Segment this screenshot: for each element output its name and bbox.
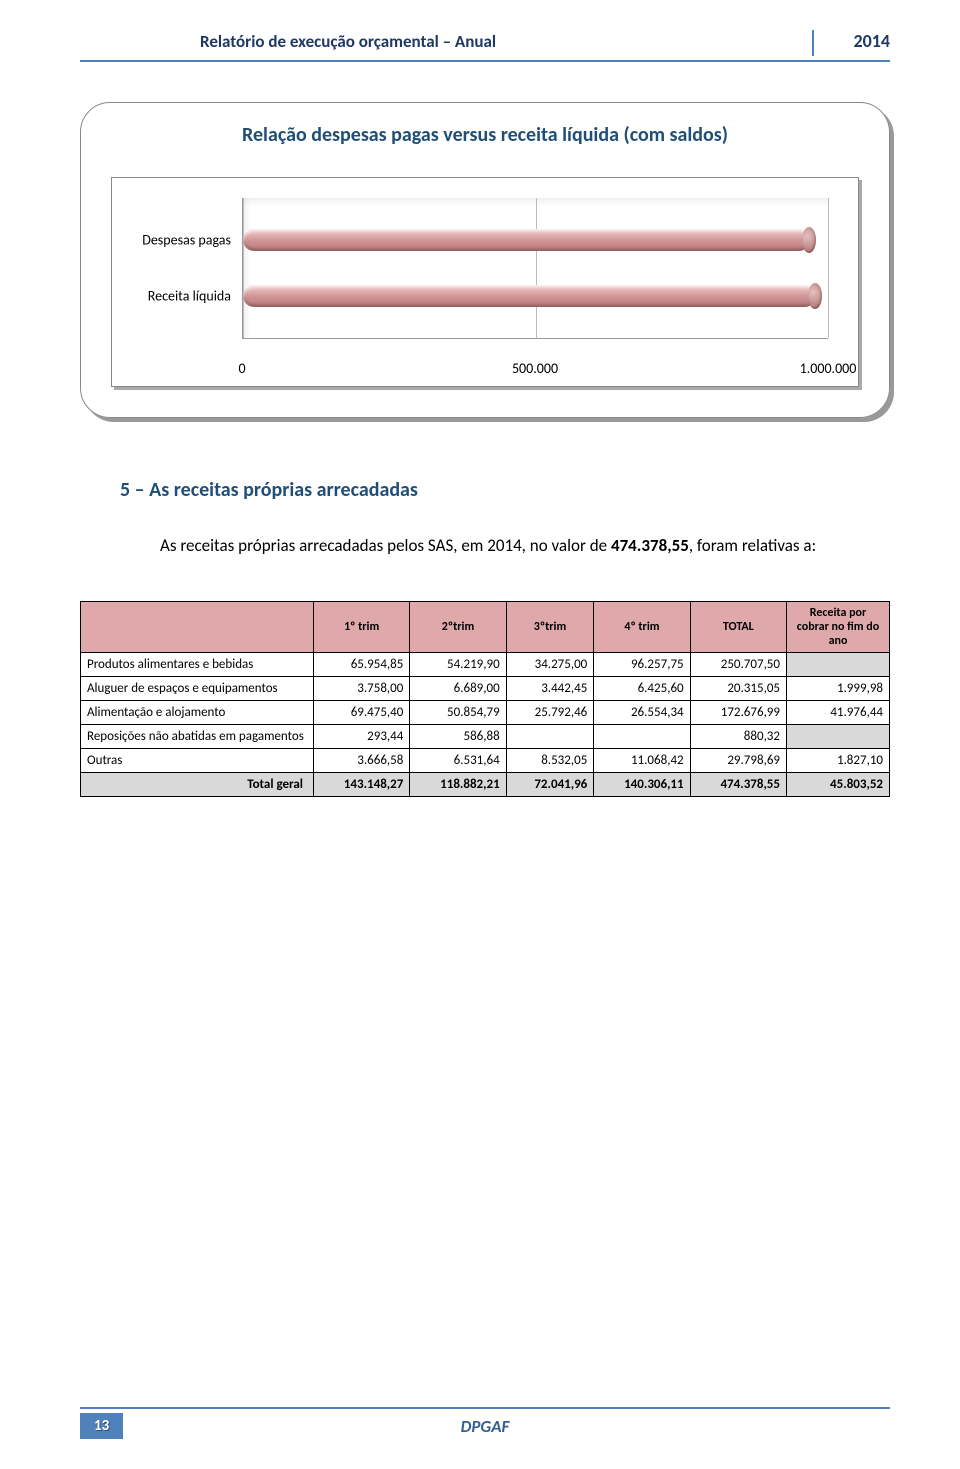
th-col: 1º trim xyxy=(314,601,410,652)
table-row: Alimentação e alojamento 69.475,40 50.85… xyxy=(81,700,890,724)
x-tick-label: 0 xyxy=(238,360,245,377)
cell: 45.803,52 xyxy=(787,772,890,796)
bar-despesas-pagas xyxy=(243,229,810,251)
header-year: 2014 xyxy=(812,30,891,56)
page: Relatório de execução orçamental – Anual… xyxy=(0,0,960,1469)
footer-text: DPGAF xyxy=(461,1416,510,1437)
cell: 3.666,58 xyxy=(314,748,410,772)
cell: 143.148,27 xyxy=(314,772,410,796)
bar-cap-icon xyxy=(802,227,816,253)
th-col: 2ºtrim xyxy=(410,601,506,652)
bar-cap-icon xyxy=(808,283,822,309)
table-row: Outras 3.666,58 6.531,64 8.532,05 11.068… xyxy=(81,748,890,772)
cell: 69.475,40 xyxy=(314,700,410,724)
cell: 118.882,21 xyxy=(410,772,506,796)
cell: 65.954,85 xyxy=(314,652,410,676)
cell: 72.041,96 xyxy=(506,772,594,796)
cell: 29.798,69 xyxy=(690,748,786,772)
page-header: Relatório de execução orçamental – Anual… xyxy=(80,30,890,62)
page-footer: 13 DPGAF xyxy=(80,1407,890,1439)
chart-area: Despesas pagas Receita líquida 0 500.000… xyxy=(111,177,859,387)
y-axis-label: Despesas pagas xyxy=(142,232,231,249)
th-col: TOTAL xyxy=(690,601,786,652)
th-col: Receita por cobrar no fim do ano xyxy=(787,601,890,652)
cell: 586,88 xyxy=(410,724,506,748)
cell: 6.531,64 xyxy=(410,748,506,772)
th-col: 4º trim xyxy=(594,601,690,652)
cell: 474.378,55 xyxy=(690,772,786,796)
section-body: As receitas próprias arrecadadas pelos S… xyxy=(90,532,880,561)
row-label: Alimentação e alojamento xyxy=(81,700,314,724)
x-tick-label: 500.000 xyxy=(512,360,558,377)
y-axis-label: Receita líquida xyxy=(148,288,231,305)
th-blank xyxy=(81,601,314,652)
cell: 1.827,10 xyxy=(787,748,890,772)
chart-grid xyxy=(243,198,828,338)
x-tick-label: 1.000.000 xyxy=(800,360,857,377)
table-row: Produtos alimentares e bebidas 65.954,85… xyxy=(81,652,890,676)
cell: 96.257,75 xyxy=(594,652,690,676)
cell: 50.854,79 xyxy=(410,700,506,724)
cell xyxy=(787,652,890,676)
body-text-part1: As receitas próprias arrecadadas pelos S… xyxy=(160,535,611,556)
row-label: Outras xyxy=(81,748,314,772)
body-text-bold: 474.378,55 xyxy=(611,535,689,556)
row-label: Aluguer de espaços e equipamentos xyxy=(81,676,314,700)
cell: 54.219,90 xyxy=(410,652,506,676)
cell: 880,32 xyxy=(690,724,786,748)
cell xyxy=(594,724,690,748)
cell: 1.999,98 xyxy=(787,676,890,700)
table-row: Aluguer de espaços e equipamentos 3.758,… xyxy=(81,676,890,700)
page-number: 13 xyxy=(80,1413,123,1439)
cell: 293,44 xyxy=(314,724,410,748)
row-label: Reposições não abatidas em pagamentos xyxy=(81,724,314,748)
cell: 172.676,99 xyxy=(690,700,786,724)
bar-receita-liquida xyxy=(243,285,816,307)
cell: 6.425,60 xyxy=(594,676,690,700)
cell: 8.532,05 xyxy=(506,748,594,772)
cell: 6.689,00 xyxy=(410,676,506,700)
cell: 20.315,05 xyxy=(690,676,786,700)
cell: 3.758,00 xyxy=(314,676,410,700)
table-total-row: Total geral 143.148,27 118.882,21 72.041… xyxy=(81,772,890,796)
cell xyxy=(506,724,594,748)
table-header-row: 1º trim 2ºtrim 3ºtrim 4º trim TOTAL Rece… xyxy=(81,601,890,652)
cell: 25.792,46 xyxy=(506,700,594,724)
cell: 11.068,42 xyxy=(594,748,690,772)
x-axis-ticks: 0 500.000 1.000.000 xyxy=(242,360,828,378)
chart-title: Relação despesas pagas versus receita lí… xyxy=(111,123,859,147)
cell: 3.442,45 xyxy=(506,676,594,700)
total-label: Total geral xyxy=(81,772,314,796)
cell: 250.707,50 xyxy=(690,652,786,676)
receitas-table: 1º trim 2ºtrim 3ºtrim 4º trim TOTAL Rece… xyxy=(80,601,890,797)
row-label: Produtos alimentares e bebidas xyxy=(81,652,314,676)
chart-container: Relação despesas pagas versus receita lí… xyxy=(80,102,890,418)
cell xyxy=(787,724,890,748)
cell: 140.306,11 xyxy=(594,772,690,796)
body-text-part2: , foram relativas a: xyxy=(689,535,816,556)
chart-plot: Despesas pagas Receita líquida xyxy=(242,198,828,339)
table-body: Produtos alimentares e bebidas 65.954,85… xyxy=(81,652,890,796)
table-row: Reposições não abatidas em pagamentos 29… xyxy=(81,724,890,748)
th-col: 3ºtrim xyxy=(506,601,594,652)
cell: 41.976,44 xyxy=(787,700,890,724)
cell: 34.275,00 xyxy=(506,652,594,676)
section-heading: 5 – As receitas próprias arrecadadas xyxy=(120,478,890,502)
header-title: Relatório de execução orçamental – Anual xyxy=(80,31,496,52)
cell: 26.554,34 xyxy=(594,700,690,724)
